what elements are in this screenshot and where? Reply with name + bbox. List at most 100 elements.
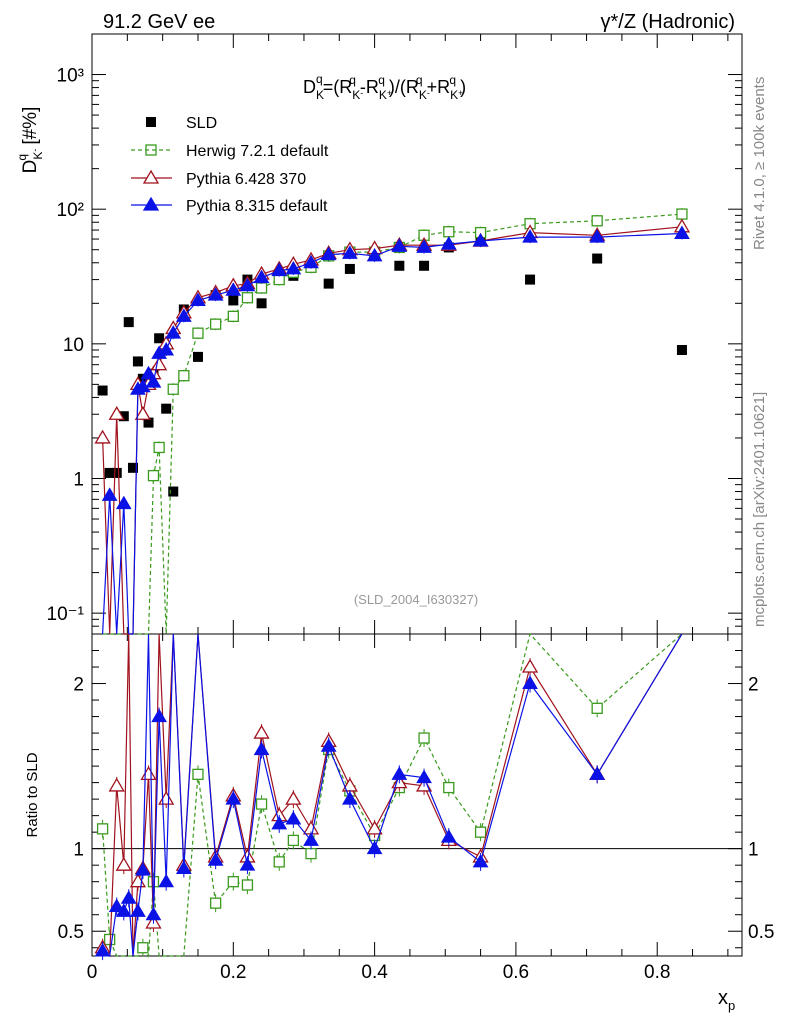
data-point-py8: [134, 378, 151, 393]
mcplots-url-label: mcplots.cern.ch [arXiv:2401.10621]: [751, 392, 768, 627]
ratio-point-herwig: [443, 781, 455, 794]
data-point-py8: [225, 282, 242, 296]
formula-label: DKq=(RK-q -RK+q)/(RK-q +RK+q): [303, 72, 466, 102]
data-point-herwig: [443, 226, 455, 238]
x-tick-label: 0: [87, 962, 98, 983]
ratio-point-py6: [521, 658, 539, 673]
main-series-layer: [94, 208, 691, 635]
data-point-herwig: [676, 208, 688, 220]
ratio-point-py8: [366, 840, 383, 855]
data-point-py6: [150, 356, 168, 371]
main-y-tick-label: 1: [73, 469, 84, 490]
ratio-point-py6: [115, 856, 132, 871]
data-point-py6: [94, 429, 111, 444]
data-point-herwig: [209, 318, 222, 330]
legend-label-py8: Pythia 8.315 default: [186, 198, 328, 215]
ratio-y-axis-label: Ratio to SLD: [24, 752, 41, 837]
ratio-y-tick-label: 1: [73, 840, 84, 861]
data-point-py8: [285, 260, 302, 275]
data-point-sld: [344, 263, 355, 274]
data-point-herwig: [178, 370, 190, 382]
ratio-point-herwig: [137, 942, 149, 954]
ratio-y-tick-label: 2: [73, 675, 84, 696]
main-y-tick-label: 10³: [57, 66, 84, 87]
x-tick-label: 0.4: [361, 962, 388, 983]
x-axis-label: xp: [718, 987, 735, 1013]
data-point-herwig: [227, 310, 239, 323]
data-point-herwig: [153, 441, 165, 454]
ratio-point-herwig: [227, 876, 239, 888]
ratio-point-py8: [320, 738, 337, 752]
data-point-py8: [165, 325, 182, 339]
series-line-py6: [102, 226, 682, 635]
ratio-line-herwig: [102, 632, 683, 958]
ratio-point-py8: [225, 791, 242, 805]
ratio-y-axis: 0.5 0.5 1 1 2 2: [58, 633, 774, 949]
data-point-py8: [522, 229, 538, 243]
data-point-sld: [323, 278, 334, 289]
data-point-sld: [228, 295, 239, 306]
ratio-point-herwig: [209, 897, 222, 909]
ratio-point-py8: [108, 898, 125, 912]
ratio-point-py8: [145, 906, 162, 921]
energy-title: 91.2 GeV ee: [103, 11, 215, 33]
main-y-tick-label: 10²: [57, 200, 84, 221]
data-point-py8: [320, 246, 337, 261]
data-point-py8: [589, 229, 606, 243]
svg-text:DK-q [#%]: DK-q [#%]: [15, 107, 45, 174]
legend-entry-sld: SLD: [146, 115, 217, 132]
legend-entry-herwig: Herwig 7.2.1 default: [131, 143, 329, 160]
ratio-point-herwig: [241, 879, 254, 891]
main-y-axis: 10⁻¹ 1 10 10² 10³: [47, 33, 742, 635]
data-point-sld: [168, 486, 179, 497]
x-axis: 0 0.2 0.4 0.6 0.8: [87, 34, 729, 983]
data-point-py6: [108, 405, 125, 420]
data-point-py8: [115, 495, 132, 510]
data-point-sld: [104, 467, 115, 478]
ratio-line-py8: [102, 633, 683, 958]
data-point-py6: [134, 405, 152, 420]
ratio-point-py8: [239, 857, 256, 871]
legend-label-herwig: Herwig 7.2.1 default: [186, 143, 329, 160]
data-point-py8: [391, 238, 408, 252]
svg-text:DKq=(RK-q-RK+q)/(RK-q+RK+q): DKq=(RK-q -RK+q)/(RK-q +RK+q): [303, 72, 466, 102]
data-point-py8: [271, 262, 288, 277]
ratio-point-py8: [342, 791, 358, 805]
ratio-point-py8: [151, 708, 167, 723]
data-point-py8: [366, 247, 383, 262]
ratio-point-py6: [140, 766, 157, 781]
data-point-sld: [676, 344, 687, 355]
data-point-py8: [342, 245, 358, 259]
data-point-sld: [525, 274, 536, 285]
data-point-py8: [239, 277, 256, 292]
ratio-point-py6: [108, 777, 125, 792]
data-point-py8: [175, 308, 192, 322]
data-point-herwig: [192, 327, 204, 339]
data-point-py8: [303, 254, 319, 269]
data-point-py8: [472, 233, 489, 247]
ratio-point-py8: [522, 675, 538, 690]
data-point-py8: [416, 239, 432, 253]
data-point-py8: [674, 225, 690, 239]
ratio-point-py8: [253, 741, 270, 756]
ratio-point-py8: [134, 862, 151, 876]
series-line-herwig: [102, 213, 682, 635]
legend-label-py6: Pythia 6.428 370: [186, 171, 306, 188]
data-point-sld: [256, 298, 267, 309]
legend-entry-py6: Pythia 6.428 370: [131, 169, 306, 188]
ratio-point-py8: [472, 853, 489, 868]
data-point-sld: [118, 411, 129, 422]
data-point-py8: [140, 365, 157, 380]
data-point-sld: [161, 403, 172, 414]
legend-label-sld: SLD: [186, 115, 217, 132]
data-point-py8: [101, 487, 118, 501]
ratio-point-py8: [440, 829, 457, 843]
series-line-py8: [102, 232, 682, 635]
ratio-point-herwig: [255, 798, 268, 810]
process-title: γ*/Z (Hadronic): [601, 11, 735, 33]
data-point-herwig: [241, 292, 254, 304]
ratio-point-herwig: [305, 847, 317, 860]
data-point-sld: [192, 351, 203, 362]
ratio-point-py6: [285, 790, 302, 805]
ratio-point-py8: [115, 903, 132, 917]
